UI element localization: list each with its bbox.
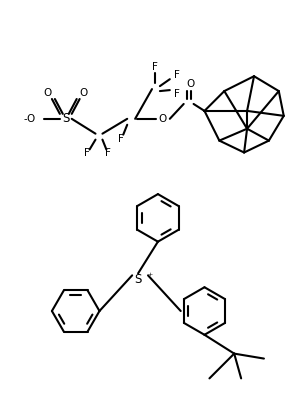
Text: O: O — [159, 114, 167, 124]
Text: F: F — [118, 133, 124, 144]
Text: O: O — [44, 88, 52, 98]
Text: F: F — [174, 89, 180, 99]
Text: $^+$: $^+$ — [146, 272, 154, 281]
Text: S: S — [62, 112, 69, 125]
Text: S: S — [135, 273, 142, 286]
Text: F: F — [84, 148, 89, 159]
Text: O: O — [80, 88, 88, 98]
Text: -O: -O — [24, 114, 36, 124]
Text: F: F — [152, 62, 158, 72]
Text: F: F — [174, 70, 180, 80]
Text: F: F — [106, 148, 111, 159]
Text: O: O — [187, 79, 195, 89]
